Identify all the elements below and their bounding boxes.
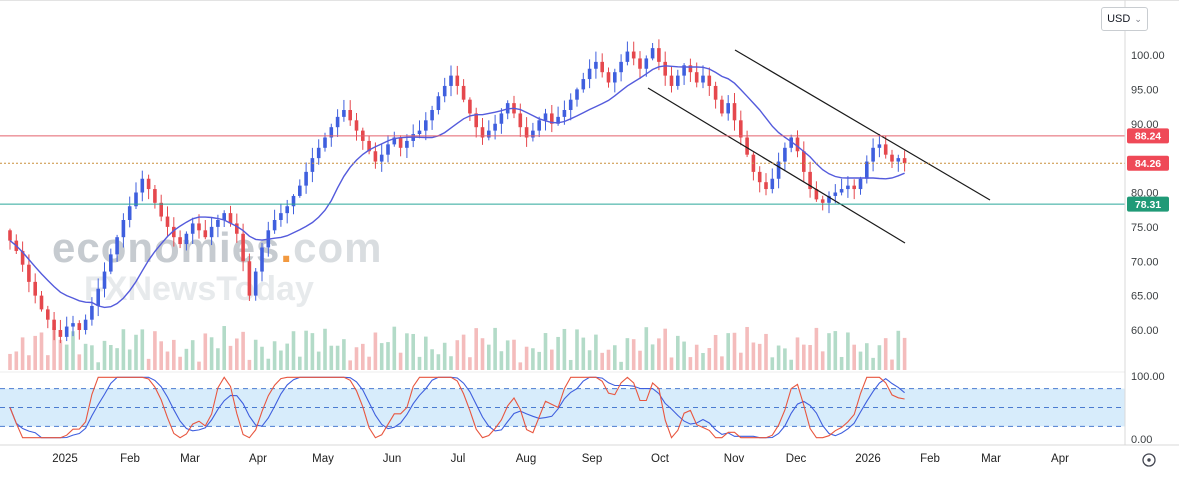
svg-text:2026: 2026 (855, 453, 881, 465)
svg-text:Aug: Aug (516, 453, 536, 465)
svg-text:100.00: 100.00 (1131, 371, 1165, 383)
target-icon[interactable] (1140, 451, 1158, 469)
chevron-down-icon: ⌄ (1134, 13, 1142, 24)
svg-text:Mar: Mar (180, 453, 200, 465)
svg-text:70.00: 70.00 (1131, 256, 1159, 268)
svg-text:0.00: 0.00 (1131, 434, 1152, 446)
svg-text:2025: 2025 (52, 453, 78, 465)
svg-text:May: May (312, 453, 334, 465)
ma-line (9, 65, 905, 309)
svg-text:Feb: Feb (920, 453, 940, 465)
svg-text:80.00: 80.00 (1131, 188, 1159, 200)
watermark-dot: . (280, 224, 294, 271)
svg-text:60.00: 60.00 (1131, 325, 1159, 337)
svg-text:Sep: Sep (582, 453, 602, 465)
svg-text:88.24: 88.24 (1135, 131, 1161, 143)
svg-text:Jul: Jul (451, 453, 466, 465)
trendlines-layer (647, 49, 991, 244)
levels-layer: 88.24 84.26 78.31 (0, 128, 1169, 212)
volume-layer (8, 326, 907, 370)
svg-text:78.31: 78.31 (1135, 199, 1161, 211)
svg-text:90.00: 90.00 (1131, 119, 1159, 131)
oscillator-lines-layer (9, 376, 905, 439)
axis-layer: 100.00 95.00 90.00 80.00 75.00 70.00 65.00 60.0… (0, 0, 1179, 465)
svg-text:Mar: Mar (981, 453, 1001, 465)
svg-text:Dec: Dec (786, 453, 807, 465)
svg-text:Nov: Nov (724, 453, 745, 465)
currency-selector[interactable]: USD ⌄ (1101, 7, 1148, 31)
svg-text:Oct: Oct (651, 453, 670, 465)
svg-text:Apr: Apr (1051, 453, 1069, 465)
watermark-subtitle: FXNewsToday (84, 270, 314, 309)
svg-text:75.00: 75.00 (1131, 222, 1159, 234)
oscillator-band-layer (0, 371, 1125, 427)
svg-text:95.00: 95.00 (1131, 84, 1159, 96)
svg-text:65.00: 65.00 (1131, 291, 1159, 303)
svg-text:Apr: Apr (249, 453, 267, 465)
svg-text:Feb: Feb (120, 453, 140, 465)
candles-layer (8, 39, 907, 344)
currency-selector-label: USD (1107, 13, 1131, 25)
svg-text:84.26: 84.26 (1135, 158, 1161, 170)
svg-text:100.00: 100.00 (1131, 50, 1165, 62)
svg-text:Jun: Jun (383, 453, 402, 465)
